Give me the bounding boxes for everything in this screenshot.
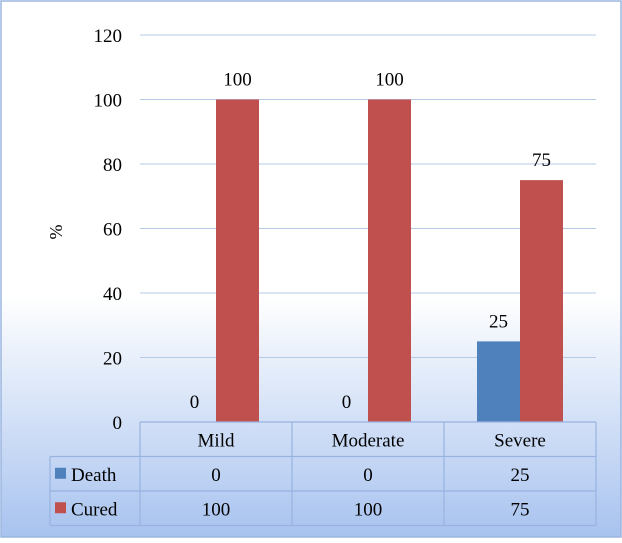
data-label: 0 <box>190 392 200 413</box>
data-label: 100 <box>375 70 404 91</box>
table-value: 100 <box>202 499 231 520</box>
data-label: 25 <box>489 311 508 332</box>
data-label: 100 <box>223 70 252 91</box>
y-tick-label: 80 <box>103 155 122 176</box>
y-tick-label: 20 <box>103 349 122 370</box>
category-label: Mild <box>198 430 235 451</box>
y-tick-label: 40 <box>103 284 122 305</box>
legend-label: Death <box>71 465 117 486</box>
bar <box>477 341 520 422</box>
category-label: Moderate <box>332 430 405 451</box>
table-value: 0 <box>211 465 221 486</box>
y-axis-label: % <box>46 225 66 240</box>
table-value: 0 <box>363 465 373 486</box>
table-value: 25 <box>511 465 530 486</box>
category-label: Severe <box>494 430 546 451</box>
legend-key <box>55 468 66 479</box>
bar <box>216 100 259 423</box>
y-tick-label: 100 <box>94 91 123 112</box>
bar <box>520 180 563 422</box>
y-tick-label: 120 <box>94 26 123 47</box>
legend-key <box>55 502 66 513</box>
data-label: 0 <box>342 392 352 413</box>
legend-label: Cured <box>71 499 118 520</box>
bar <box>368 100 411 423</box>
y-tick-label: 60 <box>103 220 122 241</box>
y-tick-label: 0 <box>113 413 123 434</box>
table-value: 75 <box>511 499 530 520</box>
data-label: 75 <box>532 150 551 171</box>
table-value: 100 <box>354 499 383 520</box>
